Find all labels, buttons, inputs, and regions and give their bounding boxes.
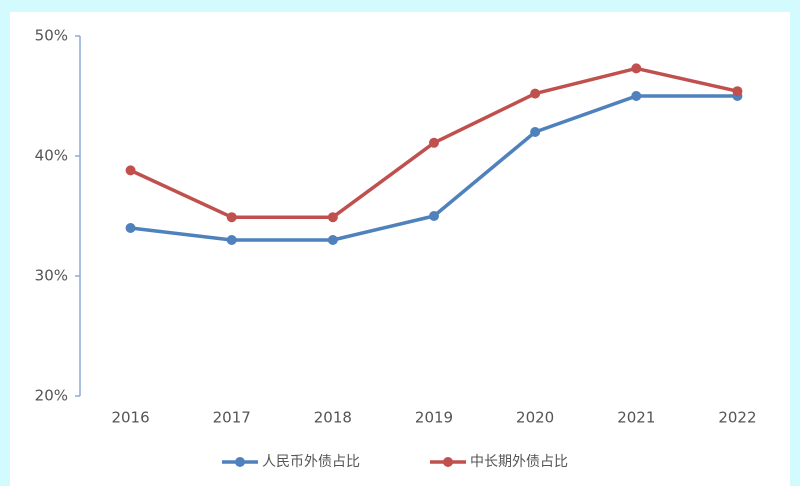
legend-marker [443,457,453,467]
x-tick-label: 2021 [617,409,655,427]
data-point [429,137,439,148]
x-tick-label: 2018 [314,409,352,427]
legend-label: 人民币外债占比 [262,454,360,470]
y-tick-label: 30% [35,267,68,285]
y-tick-label: 50% [35,27,68,45]
data-point [125,165,136,176]
x-tick-label: 2017 [213,409,251,427]
data-point [530,127,541,137]
data-point [631,91,642,101]
data-point [530,88,541,99]
data-point [327,235,338,245]
data-point [327,212,338,223]
x-tick-label: 2019 [415,409,453,427]
y-tick-label: 40% [35,147,68,165]
data-point [429,211,439,221]
data-point [631,63,642,74]
legend-label: 中长期外债占比 [470,454,568,470]
x-tick-label: 2022 [718,409,756,427]
x-tick-label: 2016 [111,409,149,427]
x-tick-label: 2020 [516,409,554,427]
y-tick-label: 20% [35,387,68,405]
data-point [226,212,237,223]
data-point [226,235,237,245]
data-point [125,223,136,233]
legend: 人民币外债占比 中长期外债占比 [222,454,568,470]
legend-marker [235,457,245,467]
plot-panel [10,12,790,486]
data-point [732,86,743,97]
